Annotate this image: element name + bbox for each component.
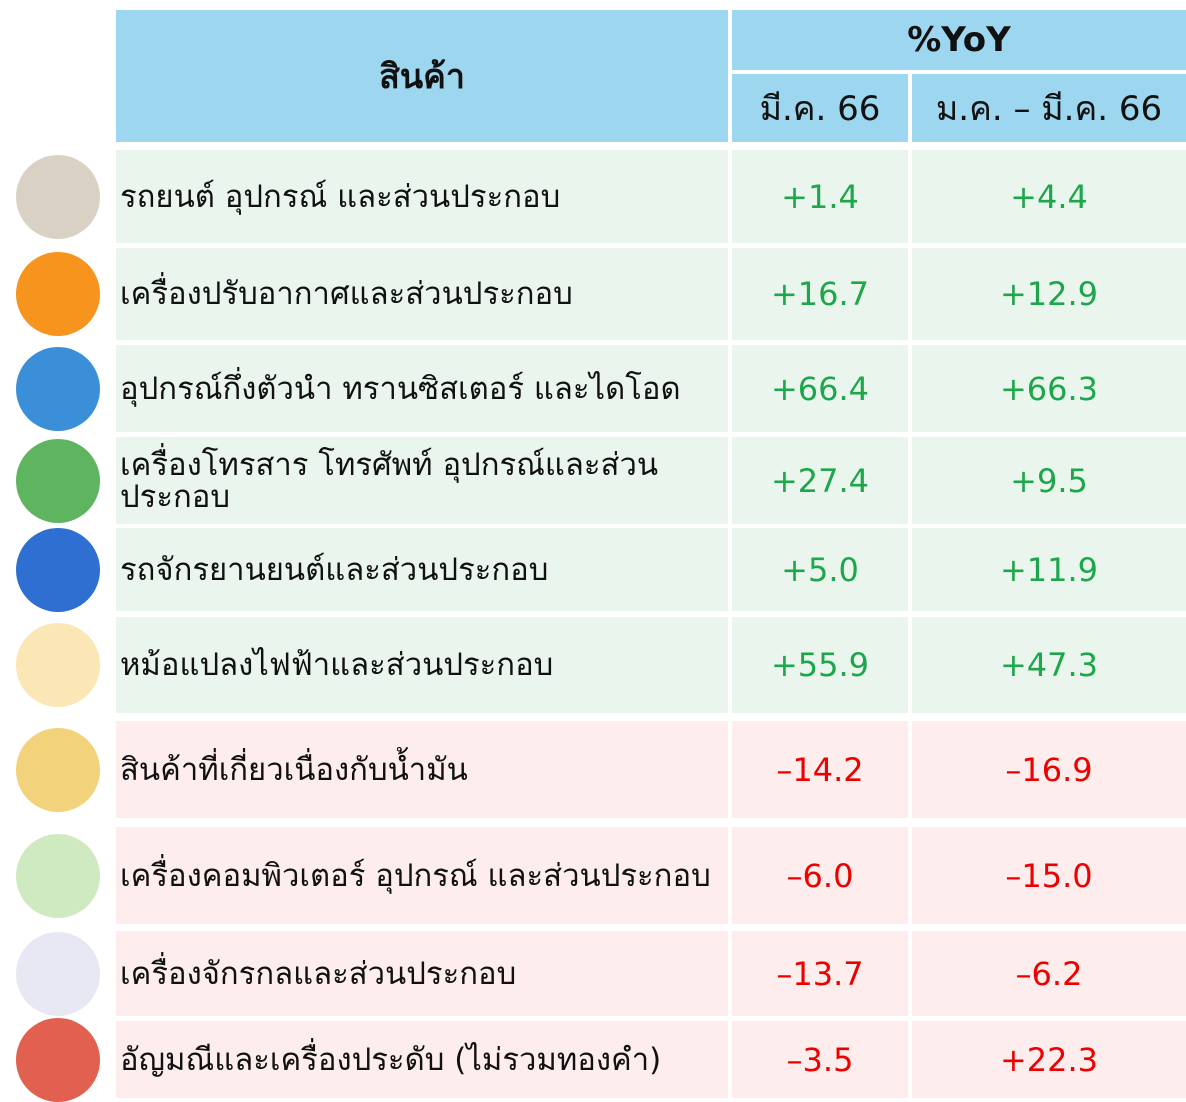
value-col1: –14.2 xyxy=(732,721,908,818)
header-group: %YoY xyxy=(732,10,1186,70)
product-name: รถจักรยานยนต์และส่วนประกอบ xyxy=(116,528,728,611)
row-icon xyxy=(16,528,100,612)
value-col2: +66.3 xyxy=(912,345,1186,432)
value-col2: –6.2 xyxy=(912,931,1186,1016)
value-col2: +12.9 xyxy=(912,248,1186,340)
row-icon xyxy=(16,439,100,523)
product-name: อุปกรณ์กึ่งตัวนำ ทรานซิสเตอร์ และไดโอด xyxy=(116,345,728,432)
row-icon xyxy=(16,623,100,707)
value-col1: +16.7 xyxy=(732,248,908,340)
header-col2: ม.ค. – มี.ค. 66 xyxy=(912,74,1186,142)
row-icon xyxy=(16,155,100,239)
value-col1: –6.0 xyxy=(732,827,908,924)
value-col2: +22.3 xyxy=(912,1021,1186,1098)
value-col2: +9.5 xyxy=(912,437,1186,524)
product-name: หม้อแปลงไฟฟ้าและส่วนประกอบ xyxy=(116,617,728,713)
value-col2: –15.0 xyxy=(912,827,1186,924)
product-name: เครื่องจักรกลและส่วนประกอบ xyxy=(116,931,728,1016)
row-icon xyxy=(16,252,100,336)
value-col1: +27.4 xyxy=(732,437,908,524)
product-name: เครื่องปรับอากาศและส่วนประกอบ xyxy=(116,248,728,340)
value-col2: +4.4 xyxy=(912,150,1186,243)
header-product: สินค้า xyxy=(116,10,728,142)
value-col1: –13.7 xyxy=(732,931,908,1016)
product-name: รถยนต์ อุปกรณ์ และส่วนประกอบ xyxy=(116,150,728,243)
value-col1: +5.0 xyxy=(732,528,908,611)
value-col1: +55.9 xyxy=(732,617,908,713)
header-col1: มี.ค. 66 xyxy=(732,74,908,142)
row-icon xyxy=(16,1018,100,1102)
value-col2: +11.9 xyxy=(912,528,1186,611)
row-icon xyxy=(16,728,100,812)
row-icon xyxy=(16,834,100,918)
value-col1: +66.4 xyxy=(732,345,908,432)
product-name: เครื่องคอมพิวเตอร์ อุปกรณ์ และส่วนประกอบ xyxy=(116,827,728,924)
product-name: สินค้าที่เกี่ยวเนื่องกับน้ำมัน xyxy=(116,721,728,818)
row-icon xyxy=(16,932,100,1016)
value-col2: +47.3 xyxy=(912,617,1186,713)
page: สินค้า %YoY มี.ค. 66 ม.ค. – มี.ค. 66 รถย… xyxy=(0,0,1186,1098)
value-col2: –16.9 xyxy=(912,721,1186,818)
row-icon xyxy=(16,347,100,431)
product-name: เครื่องโทรสาร โทรศัพท์ อุปกรณ์และส่วนประ… xyxy=(116,437,728,524)
value-col1: +1.4 xyxy=(732,150,908,243)
product-name: อัญมณีและเครื่องประดับ (ไม่รวมทองคำ) xyxy=(116,1021,728,1098)
value-col1: –3.5 xyxy=(732,1021,908,1098)
